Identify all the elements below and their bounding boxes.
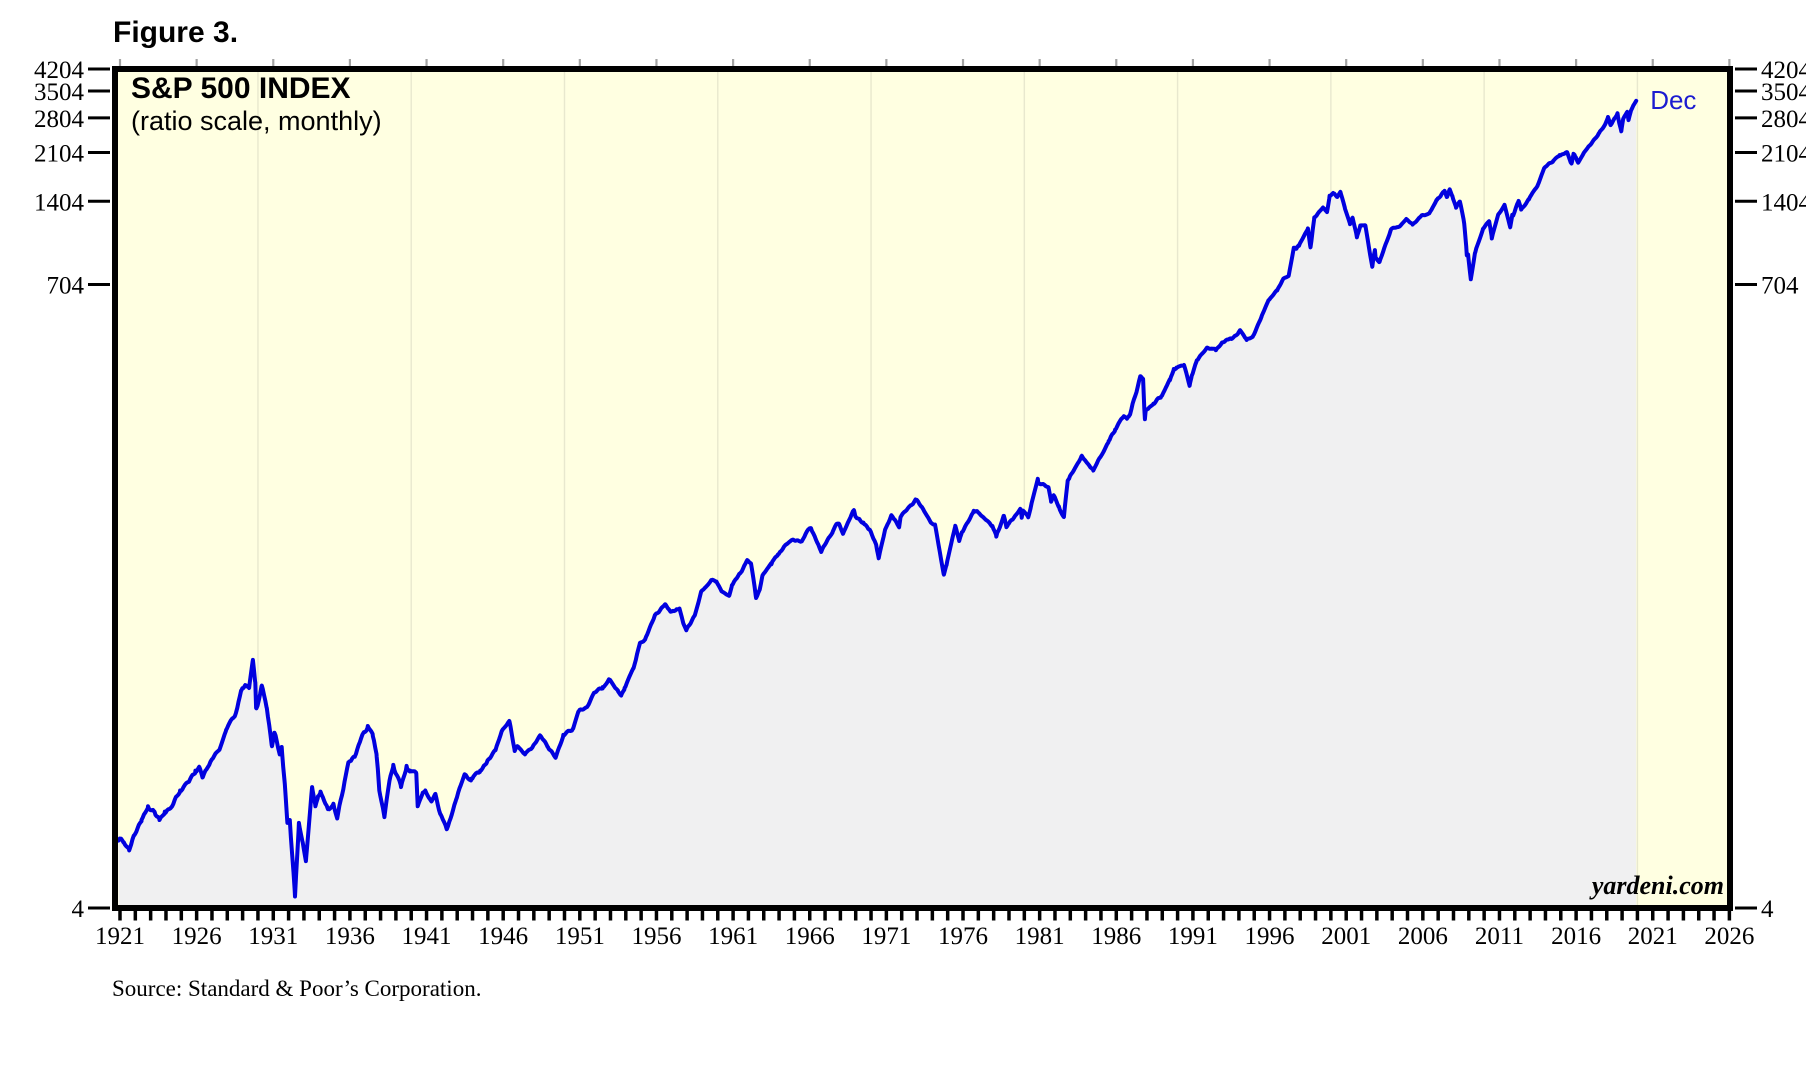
source-note: Source: Standard & Poor’s Corporation. [112,976,482,1001]
watermark: yardeni.com [1591,871,1724,900]
series-end-label: Dec [1650,84,1697,115]
x-axis-label: 1921 [95,923,145,950]
y-axis-label-right: 2804 [1761,106,1806,133]
x-axis-label: 1941 [402,923,452,950]
sp500-area-fill [118,100,1637,905]
x-axis-label: 1966 [785,923,835,950]
x-axis-label: 1931 [248,923,298,950]
x-axis-label: 1981 [1015,923,1065,950]
x-axis-label: 1971 [861,923,911,950]
y-axis-label-left: 4 [72,896,85,923]
x-axis-label: 2026 [1704,923,1754,950]
x-axis-label: 2021 [1628,923,1678,950]
x-axis-label: 1986 [1091,923,1141,950]
x-axis-label: 1926 [172,923,222,950]
x-axis-label: 1961 [708,923,758,950]
sp500-line [118,98,1639,899]
y-axis-label-right: 4 [1761,896,1774,923]
y-axis-label-left: 4204 [34,57,85,84]
x-axis-label: 1936 [325,923,375,950]
x-axis-label: 1946 [478,923,528,950]
y-axis-label-left: 704 [47,272,85,299]
x-axis-label: 1996 [1245,923,1295,950]
y-axis-label-right: 3504 [1761,79,1806,106]
chart-subtitle: (ratio scale, monthly) [131,106,382,136]
x-axis-label: 1956 [631,923,681,950]
plot-border [112,66,1733,911]
x-axis-label: 2011 [1475,923,1524,950]
y-axis-label-left: 3504 [34,79,85,106]
y-axis-label-right: 2104 [1761,140,1806,167]
x-axis-label: 1951 [555,923,605,950]
x-axis-label: 2016 [1551,923,1601,950]
y-axis-label-left: 2104 [34,140,85,167]
figure-label: Figure 3. [113,16,239,49]
y-axis-label-right: 704 [1761,272,1799,299]
x-axis-label: 1976 [938,923,988,950]
y-axis-label-right: 4204 [1761,57,1806,84]
x-axis-label: 2001 [1321,923,1371,950]
y-axis-label-right: 1404 [1761,189,1806,216]
x-axis-label: 2006 [1398,923,1448,950]
chart-title: S&P 500 INDEX [131,72,351,105]
x-axis-label: 1991 [1168,923,1218,950]
y-axis-label-left: 2804 [34,106,85,133]
y-axis-label-left: 1404 [34,189,85,216]
